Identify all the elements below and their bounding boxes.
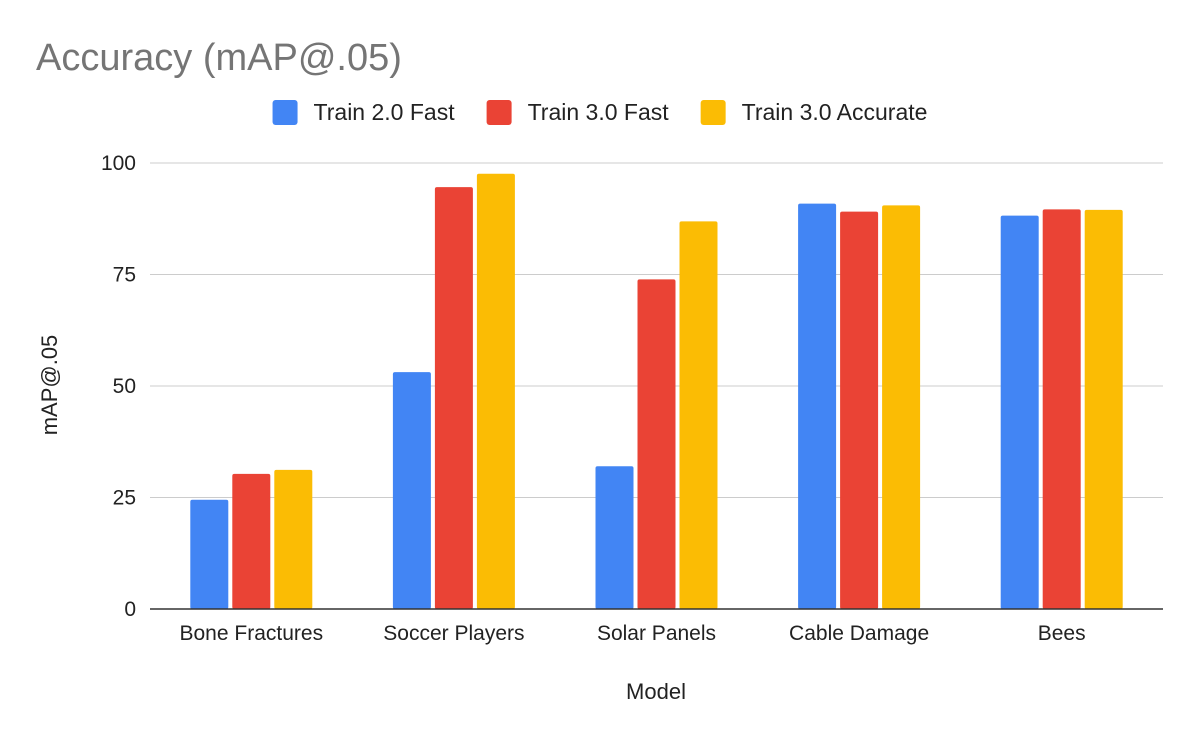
bar-train-3-0-accurate-soccer-players [476, 173, 515, 610]
bar-train-2-0-fast-bees [1000, 215, 1039, 610]
bar-train-3-0-fast-bone-fractures [232, 473, 271, 609]
y-tick-label: 0 [124, 598, 136, 621]
bars [190, 173, 1123, 610]
legend: Train 2.0 Fast Train 3.0 Fast Train 3.0 Ac… [272, 99, 928, 125]
y-tick-label: 75 [113, 264, 136, 287]
y-tick-label: 25 [113, 487, 136, 510]
bar-train-3-0-fast-soccer-players [434, 187, 473, 610]
legend-swatch [486, 100, 512, 125]
x-axis-ticks: Bone Fractures Soccer Players Solar Panels… [180, 622, 1086, 645]
x-tick-label: Soccer Players [383, 622, 524, 645]
bar-train-3-0-accurate-bees [1084, 209, 1123, 609]
x-axis-title: Model [626, 679, 686, 704]
bar-train-2-0-fast-solar-panels [595, 466, 634, 609]
legend-swatch [272, 100, 298, 125]
x-tick-label: Solar Panels [597, 622, 716, 645]
x-tick-label: Bees [1038, 622, 1086, 645]
legend-swatch [700, 100, 726, 125]
bar-train-2-0-fast-cable-damage [798, 203, 837, 609]
bar-train-2-0-fast-soccer-players [392, 372, 431, 609]
legend-label: Train 2.0 Fast [314, 99, 456, 125]
bar-train-3-0-accurate-bone-fractures [274, 469, 313, 609]
legend-item-train-3-0-fast: Train 3.0 Fast [486, 99, 670, 125]
y-tick-label: 50 [113, 375, 136, 398]
bar-train-3-0-fast-cable-damage [840, 211, 879, 609]
y-axis-ticks: 0 25 50 75 100 [101, 152, 136, 621]
chart-title: Accuracy (mAP@.05) [36, 37, 402, 79]
y-tick-label: 100 [101, 152, 136, 175]
x-tick-label: Bone Fractures [180, 622, 324, 645]
legend-label: Train 3.0 Fast [528, 99, 670, 125]
bar-train-3-0-fast-bees [1042, 209, 1081, 609]
x-tick-label: Cable Damage [789, 622, 929, 645]
legend-label: Train 3.0 Accurate [742, 99, 928, 125]
legend-item-train-3-0-accurate: Train 3.0 Accurate [700, 99, 928, 125]
bar-train-3-0-accurate-solar-panels [679, 221, 718, 609]
bar-train-3-0-accurate-cable-damage [882, 205, 921, 609]
y-axis-title: mAP@.05 [37, 335, 62, 436]
legend-item-train-2-0-fast: Train 2.0 Fast [272, 99, 456, 125]
bar-train-3-0-fast-solar-panels [637, 279, 676, 609]
bar-train-2-0-fast-bone-fractures [190, 499, 229, 609]
